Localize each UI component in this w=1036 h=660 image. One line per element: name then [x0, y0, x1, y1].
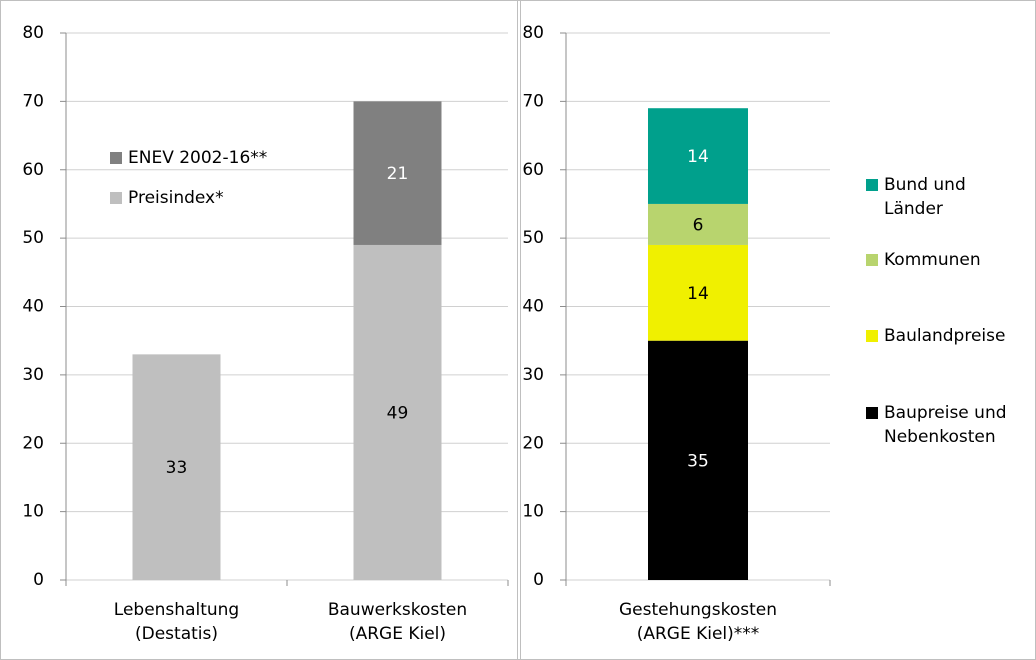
bar-segment	[648, 203, 748, 245]
legend-swatch	[866, 179, 878, 191]
legend-label: Bund und Länder	[884, 175, 966, 219]
data-label: 49	[387, 403, 409, 423]
data-label: 21	[387, 164, 409, 184]
bar-segment	[353, 244, 442, 580]
y-tick-label: 0	[33, 570, 44, 590]
x-tick-label: Lebenshaltung (Destatis)	[114, 600, 239, 644]
data-label: 14	[687, 284, 709, 304]
legend-swatch	[110, 152, 122, 164]
bar-segment	[353, 101, 442, 245]
legend-swatch	[866, 330, 878, 342]
bar-segment	[648, 108, 748, 204]
data-label: 6	[693, 215, 704, 235]
legend-label: Preisindex*	[128, 188, 224, 208]
legend-label: Baulandpreise	[884, 326, 1005, 346]
y-tick-label: 20	[522, 433, 544, 453]
legend-label: Kommunen	[884, 250, 981, 270]
y-tick-label: 80	[22, 23, 44, 43]
y-tick-label: 0	[533, 570, 544, 590]
y-tick-label: 60	[522, 160, 544, 180]
legend-swatch	[866, 254, 878, 266]
legend-swatch	[866, 407, 878, 419]
x-tick-label: Bauwerkskosten (ARGE Kiel)	[328, 600, 467, 644]
legend-swatch	[110, 192, 122, 204]
y-tick-label: 40	[522, 297, 544, 317]
y-tick-label: 70	[522, 91, 544, 111]
y-tick-label: 50	[522, 228, 544, 248]
y-tick-label: 80	[522, 23, 544, 43]
y-tick-label: 70	[22, 91, 44, 111]
y-tick-label: 10	[522, 502, 544, 522]
data-label: 33	[166, 458, 188, 478]
y-tick-label: 30	[522, 365, 544, 385]
y-tick-label: 60	[22, 160, 44, 180]
bar-segment	[648, 340, 748, 580]
data-label: 14	[687, 147, 709, 167]
legend-label: Baupreise und Nebenkosten	[884, 403, 1007, 447]
bar-segment	[648, 244, 748, 341]
x-tick-label: Gestehungskosten (ARGE Kiel)***	[619, 600, 777, 644]
y-tick-label: 50	[22, 228, 44, 248]
bar-segment	[132, 354, 221, 580]
data-label: 35	[687, 451, 709, 471]
y-tick-label: 20	[22, 433, 44, 453]
y-tick-label: 10	[22, 502, 44, 522]
y-tick-label: 30	[22, 365, 44, 385]
y-tick-label: 40	[22, 297, 44, 317]
legend-label: ENEV 2002-16**	[128, 148, 267, 168]
